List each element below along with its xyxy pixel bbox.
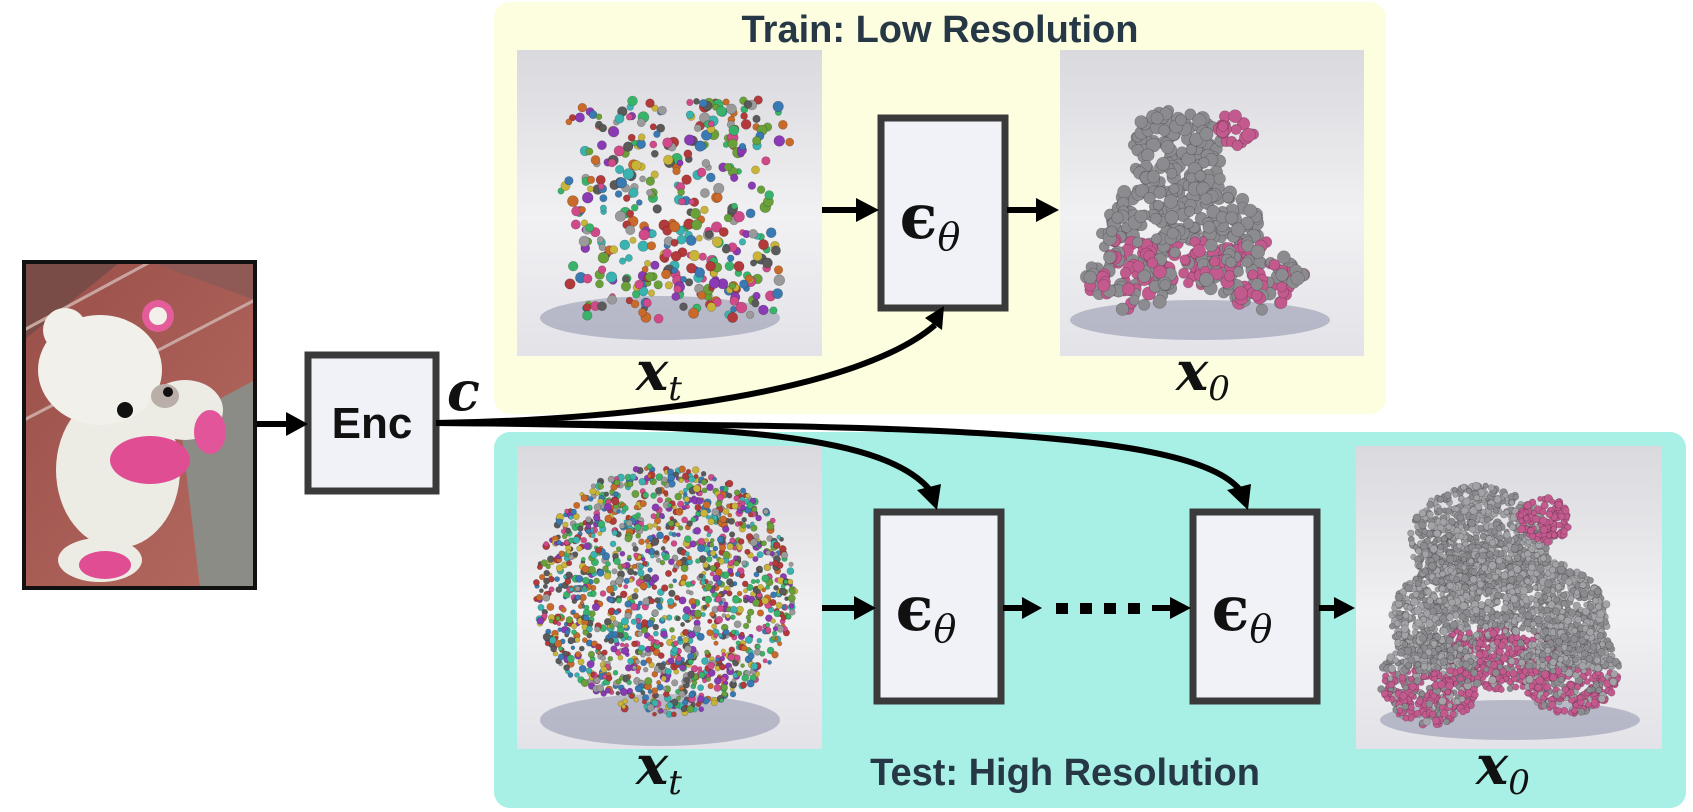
- train-clean-label: x0: [1175, 339, 1230, 409]
- arrow-dots-to-test-denoiser: [1152, 597, 1191, 619]
- test-denoiser-block-1: ϵθ: [873, 508, 1005, 705]
- arrow-test-denoiser-to-dots: [1003, 597, 1042, 619]
- arrow-train-xt-to-denoiser: [822, 198, 879, 222]
- ellipsis-dots: [1056, 603, 1140, 614]
- test-panel-title: Test: High Resolution: [870, 752, 1260, 794]
- condition-arrow-to-test-denoiser-2: [435, 420, 1251, 510]
- arrow-test-denoiser-to-x0: [1319, 597, 1355, 619]
- condition-arrow-to-train-denoiser: [435, 306, 944, 426]
- test-noisy-label: xt: [635, 733, 682, 803]
- train-noisy-label: xt: [635, 339, 682, 409]
- encoder-label: Enc: [332, 399, 413, 448]
- test-denoiser-block-2: ϵθ: [1189, 508, 1321, 705]
- arrow-photo-to-encoder: [257, 412, 308, 436]
- input-photo: [24, 262, 255, 588]
- arrow-test-xt-to-denoiser: [822, 596, 876, 620]
- encoder-block: [304, 351, 440, 495]
- condition-symbol: c: [447, 359, 480, 423]
- test-clean-point-cloud: [1377, 481, 1640, 740]
- test-noisy-point-cloud: [533, 463, 799, 746]
- arrow-train-denoiser-to-x0: [1007, 198, 1059, 222]
- train-denoiser-block: ϵθ: [877, 114, 1009, 312]
- train-noisy-point-cloud: [540, 95, 795, 340]
- train-panel-title: Train: Low Resolution: [742, 9, 1139, 51]
- test-clean-label: x0: [1475, 733, 1530, 803]
- input-photo-frame: [22, 260, 257, 590]
- train-clean-point-cloud: [1070, 104, 1330, 340]
